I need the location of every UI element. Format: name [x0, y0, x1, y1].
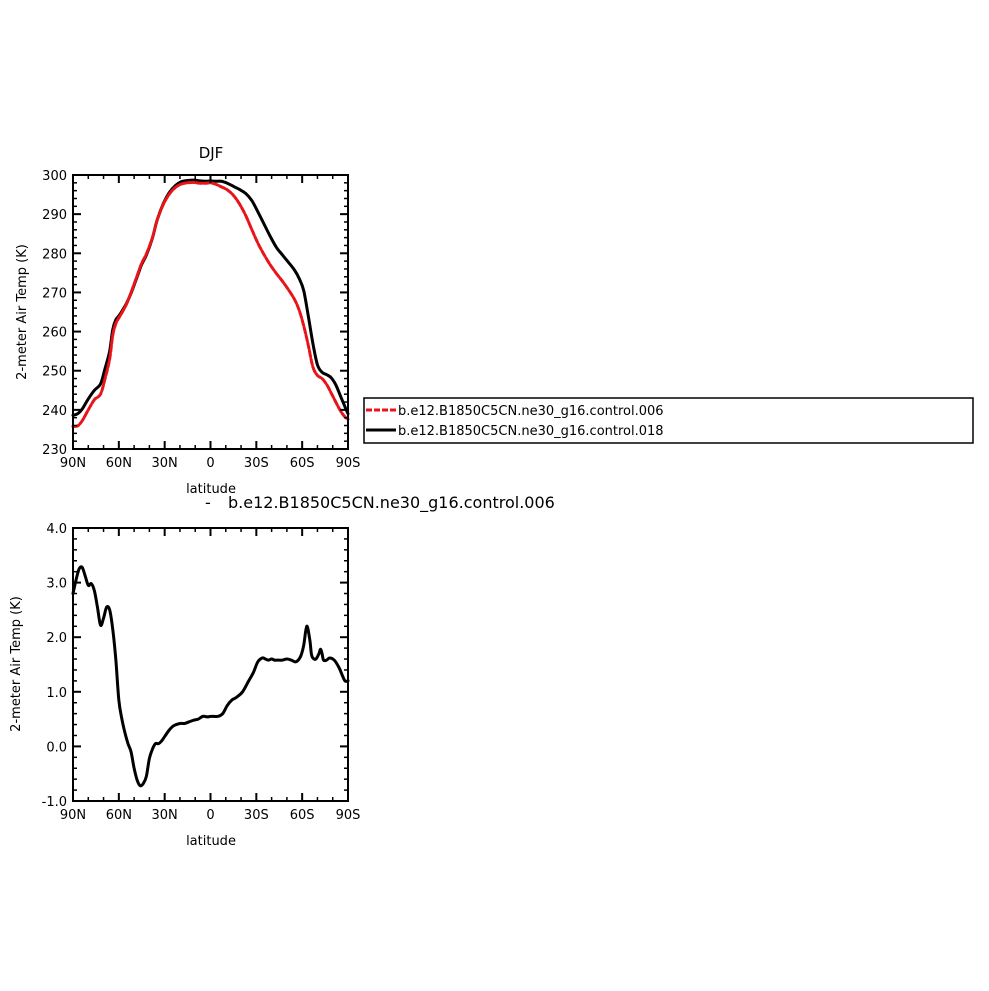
- y-tick-label: 3.0: [46, 577, 67, 592]
- x-tick-label: 90N: [60, 808, 86, 823]
- series-line-1: [71, 180, 350, 428]
- x-tick-label: 30N: [152, 456, 178, 471]
- y-tick-label: 250: [42, 365, 67, 380]
- difference-title-marker: -: [205, 493, 211, 512]
- series-line-2: [71, 178, 350, 417]
- y-tick-label: 0.0: [46, 740, 67, 755]
- difference-title: - b.e12.B1850C5CN.ne30_g16.control.006: [205, 493, 555, 513]
- x-tick-label: 0: [206, 456, 214, 471]
- y-tick-label: 300: [42, 169, 67, 184]
- x-tick-label: 60S: [290, 808, 315, 823]
- plot-frame: [72, 174, 349, 450]
- plot-frame: [72, 527, 349, 802]
- x-tick-label: 60N: [106, 808, 132, 823]
- y-axis-label: 2-meter Air Temp (K): [9, 596, 24, 732]
- legend-box: [363, 397, 974, 444]
- temperature-panel: DJF 90N 60N 30N 0 30S 60S 90S 230 240 250 260 270 28…: [15, 144, 360, 497]
- y-tick-label: 270: [42, 286, 67, 301]
- legend-entry-series-1: b.e12.B1850C5CN.ne30_g16.control.006: [398, 404, 664, 419]
- x-tick-label: 90S: [336, 456, 361, 471]
- y-tick-label: -1.0: [42, 795, 67, 810]
- y-tick-label: 1.0: [46, 686, 67, 701]
- y-tick-label: 290: [42, 208, 67, 223]
- difference-title-text: b.e12.B1850C5CN.ne30_g16.control.006: [228, 493, 555, 513]
- y-tick-label: 4.0: [46, 522, 67, 537]
- x-axis-label: latitude: [186, 834, 236, 849]
- x-tick-label: 30S: [244, 808, 269, 823]
- legend-entry-series-2: b.e12.B1850C5CN.ne30_g16.control.018: [398, 424, 664, 439]
- y-tick-label: 280: [42, 247, 67, 262]
- y-tick-label: 240: [42, 404, 67, 419]
- y-tick-label: 230: [42, 443, 67, 458]
- y-tick-label: 260: [42, 326, 67, 341]
- x-tick-label: 30S: [244, 456, 269, 471]
- x-tick-label: 90N: [60, 456, 86, 471]
- legend: b.e12.B1850C5CN.ne30_g16.control.006 b.e…: [363, 397, 974, 444]
- x-tick-label: 0: [206, 808, 214, 823]
- x-tick-label: 60S: [290, 456, 315, 471]
- x-axis-label: latitude: [186, 482, 236, 497]
- x-tick-label: 60N: [106, 456, 132, 471]
- x-tick-label: 90S: [336, 808, 361, 823]
- y-axis-label: 2-meter Air Temp (K): [15, 244, 30, 380]
- series-line-1: [71, 565, 350, 788]
- x-tick-label: 30N: [152, 808, 178, 823]
- y-tick-label: 2.0: [46, 631, 67, 646]
- panel-title: DJF: [199, 144, 224, 162]
- difference-panel: 90N 60N 30N 0 30S 60S 90S -1.0 0.0 1.0 2.0 3.0 4.0 l…: [9, 522, 360, 849]
